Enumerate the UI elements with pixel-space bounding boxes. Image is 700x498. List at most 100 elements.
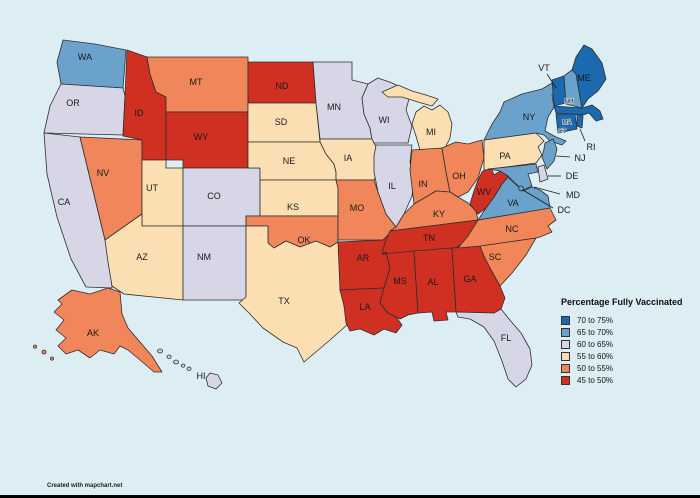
state-label-NC: NC (506, 224, 519, 234)
callout-line-DC (522, 189, 554, 209)
state-label-SD: SD (275, 117, 288, 127)
state-label-GA: GA (463, 274, 476, 284)
callout-line-NJ (555, 155, 571, 158)
state-label-AL: AL (427, 277, 438, 287)
state-label-PA: PA (499, 151, 510, 161)
state-MI[interactable] (381, 84, 453, 151)
state-RI[interactable] (576, 113, 584, 129)
state-ME[interactable] (571, 44, 607, 109)
state-label-ND: ND (276, 81, 289, 91)
state-DE[interactable] (537, 164, 549, 183)
bottom-border (0, 495, 700, 498)
state-label-DC: DC (558, 205, 571, 215)
legend-label-45-50: 45 to 50% (577, 376, 614, 385)
state-label-HI: HI (197, 371, 206, 381)
map-legend: Percentage Fully Vaccinated 70 to 75% 65 … (561, 297, 699, 388)
state-label-SC: SC (489, 252, 502, 262)
state-label-IA: IA (344, 153, 353, 163)
state-NJ[interactable] (541, 138, 558, 170)
legend-swatch-60-65 (561, 340, 570, 349)
state-label-NM: NM (197, 252, 211, 262)
legend-item: 60 to 65% (561, 340, 699, 349)
state-NM[interactable] (182, 225, 247, 301)
state-label-WV: WV (477, 187, 492, 197)
state-label-TX: TX (278, 296, 290, 306)
state-label-OR: OR (66, 98, 80, 108)
legend-item: 70 to 75% (561, 316, 699, 325)
legend-item: 65 to 70% (561, 328, 699, 337)
state-label-NH: NH (565, 99, 574, 105)
state-label-NE: NE (283, 156, 296, 166)
state-DC[interactable] (518, 185, 524, 192)
state-label-MD: MD (566, 190, 580, 200)
state-WV[interactable] (469, 164, 509, 215)
state-label-IL: IL (388, 181, 396, 191)
state-label-MS: MS (393, 276, 407, 286)
state-label-AZ: AZ (136, 252, 148, 262)
state-label-NJ: NJ (575, 153, 586, 163)
state-FL[interactable] (455, 308, 533, 388)
state-label-VA: VA (507, 198, 518, 208)
state-TX[interactable] (238, 225, 349, 363)
state-UT[interactable] (141, 159, 184, 227)
state-MD[interactable] (487, 163, 539, 191)
callout-line-MD (533, 186, 561, 195)
legend-label-55-60: 55 to 60% (577, 352, 614, 361)
state-OR[interactable] (43, 83, 126, 136)
state-SC[interactable] (479, 237, 537, 287)
legend-item: 45 to 50% (561, 376, 699, 385)
state-label-WY: WY (194, 132, 209, 142)
state-label-TN: TN (423, 233, 435, 243)
state-label-IN: IN (419, 179, 428, 189)
state-label-RI: RI (587, 142, 596, 152)
legend-label-65-70: 65 to 70% (577, 328, 614, 337)
callout-line-RI (579, 128, 586, 142)
state-WA[interactable] (56, 39, 127, 89)
state-label-MN: MN (327, 102, 341, 112)
state-label-AR: AR (357, 253, 370, 263)
state-AK[interactable] (33, 287, 163, 373)
legend-swatch-50-55 (561, 364, 570, 373)
legend-label-50-55: 50 to 55% (577, 364, 614, 373)
state-label-LA: LA (359, 302, 370, 312)
state-label-ME: ME (577, 73, 591, 83)
legend-swatch-65-70 (561, 328, 570, 337)
state-NC[interactable] (457, 207, 557, 249)
state-label-KY: KY (433, 209, 445, 219)
legend-label-70-75: 70 to 75% (577, 316, 614, 325)
state-label-CT: CT (558, 129, 566, 135)
state-label-CO: CO (207, 191, 221, 201)
state-label-OK: OK (297, 235, 310, 245)
state-label-NY: NY (523, 112, 536, 122)
state-label-UT: UT (146, 183, 158, 193)
legend-swatch-55-60 (561, 352, 570, 361)
state-label-CA: CA (58, 197, 71, 207)
state-OH[interactable] (441, 139, 485, 198)
state-label-DE: DE (566, 171, 579, 181)
legend-items: 70 to 75% 65 to 70% 60 to 65% 55 to 60% 50 t… (561, 316, 699, 385)
state-HI[interactable] (157, 348, 223, 390)
state-label-AK: AK (87, 328, 99, 338)
state-CT[interactable] (555, 113, 578, 134)
state-label-VT: VT (538, 63, 550, 73)
state-label-MO: MO (350, 203, 365, 213)
state-label-WI: WI (379, 115, 390, 125)
state-label-MI: MI (426, 127, 436, 137)
legend-title: Percentage Fully Vaccinated (561, 297, 683, 307)
state-label-WA: WA (78, 52, 92, 62)
legend-swatch-70-75 (561, 316, 570, 325)
legend-swatch-45-50 (561, 376, 570, 385)
state-label-ID: ID (135, 108, 145, 118)
state-label-KS: KS (287, 202, 299, 212)
state-label-NV: NV (97, 168, 110, 178)
watermark: Created with mapchart.net (47, 483, 123, 489)
legend-item: 50 to 55% (561, 364, 699, 373)
legend-item: 55 to 60% (561, 352, 699, 361)
state-label-MA: MA (563, 120, 572, 126)
state-label-OH: OH (452, 171, 466, 181)
legend-label-60-65: 60 to 65% (577, 340, 614, 349)
state-label-MT: MT (190, 77, 203, 87)
state-label-FL: FL (501, 333, 512, 343)
